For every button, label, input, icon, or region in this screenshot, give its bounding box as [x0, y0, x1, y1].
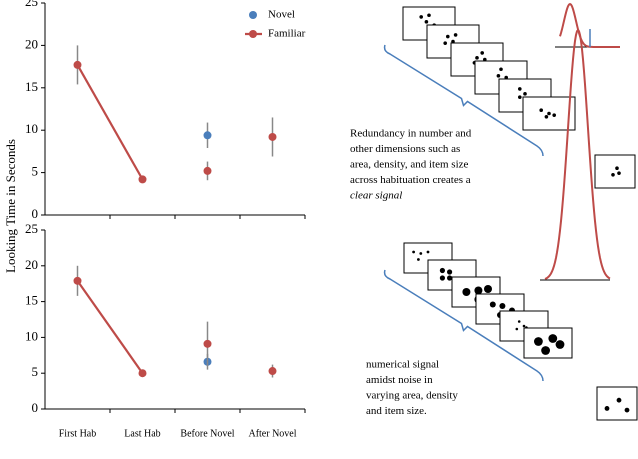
caption-line: area, density, and item size	[350, 159, 469, 171]
x-tick-label: First Hab	[59, 428, 97, 439]
stimulus-dot	[475, 56, 479, 60]
stimulus-dot	[616, 397, 622, 403]
stimulus-dot	[624, 407, 630, 413]
stimulus-dot	[547, 111, 551, 116]
stimulus-dot	[424, 20, 429, 24]
stimulus-dot	[446, 34, 450, 39]
y-tick-label: 20	[25, 257, 38, 272]
test-card	[596, 386, 638, 421]
y-tick-label: 15	[25, 79, 38, 94]
data-point	[203, 131, 212, 140]
stimulus-dot	[523, 92, 527, 96]
stimulus-dot	[489, 301, 496, 308]
data-point	[138, 369, 147, 378]
stimulus-dot	[453, 33, 458, 37]
data-point	[73, 276, 82, 285]
stimulus-dot	[518, 95, 522, 99]
stimulus-dot	[447, 275, 453, 281]
stimulus-dot	[534, 337, 543, 346]
y-tick-label: 25	[25, 0, 38, 9]
y-tick-label: 25	[25, 221, 38, 236]
y-tick-label: 0	[32, 206, 39, 221]
caption-line: other dimensions such as	[350, 143, 460, 155]
stimulus-dot	[439, 267, 445, 274]
y-tick-label: 5	[32, 164, 39, 179]
legend-marker	[249, 30, 257, 38]
stimulus-dot	[541, 346, 550, 355]
caption: numerical signal amidst noise in varying a…	[366, 359, 458, 418]
data-point	[268, 367, 277, 376]
stimulus-dot	[417, 258, 420, 261]
stimulus-dot	[483, 57, 487, 62]
y-tick-label: 20	[25, 36, 38, 51]
data-point	[203, 339, 212, 348]
series-line	[76, 64, 144, 180]
x-tick-label: Last Hab	[124, 428, 160, 439]
stimulus-dot	[412, 250, 415, 254]
y-tick-label: 10	[25, 121, 38, 136]
stimulus-dot	[462, 288, 471, 296]
stimulus-dot	[480, 51, 485, 55]
bracket	[383, 269, 544, 382]
stimulus-dot	[515, 327, 519, 331]
y-tick-label: 15	[25, 293, 38, 308]
stimulus-dot	[617, 171, 621, 175]
diagrams: Redundancy in number and other dimensions…	[350, 2, 638, 421]
stimulus-dot	[539, 108, 543, 112]
distribution-curve	[544, 28, 611, 280]
y-tick-label: 10	[25, 328, 38, 343]
stimulus-dot	[496, 74, 501, 78]
y-tick-label: 0	[32, 400, 39, 415]
stimulus-dot	[504, 75, 509, 80]
caption-line: and item size.	[366, 405, 427, 417]
stimulus-dot	[517, 320, 521, 323]
data-point	[138, 175, 147, 184]
legend-label: Familiar	[268, 28, 306, 40]
series-line	[76, 280, 144, 374]
x-tick-label: After Novel	[248, 428, 296, 439]
stimulus-dot	[615, 166, 619, 170]
caption-line: varying area, density	[366, 390, 458, 402]
caption-line: amidst noise in	[366, 374, 433, 386]
caption-line: across habituation creates a	[350, 174, 471, 186]
bracket	[383, 44, 544, 157]
caption-line: clear signal	[350, 190, 402, 202]
test-card	[594, 154, 636, 189]
stimulus-dot	[544, 115, 549, 119]
caption: Redundancy in number and other dimensions…	[350, 128, 472, 202]
legend-marker	[249, 11, 257, 19]
data-point	[73, 60, 82, 69]
y-axis-label: Looking Time in Seconds	[3, 139, 18, 273]
stimulus-dot	[548, 334, 558, 343]
x-tick-label: Before Novel	[180, 428, 234, 439]
stimulus-dot	[484, 285, 492, 293]
y-tick-label: 5	[32, 364, 39, 379]
stimulus-dot	[419, 252, 423, 255]
stimulus-dot	[518, 87, 522, 91]
stimulus-dot	[474, 286, 483, 295]
stimulus-dot	[552, 113, 556, 117]
stimulus-dot	[611, 173, 615, 177]
stimulus-dot	[499, 67, 503, 72]
stimulus-dot	[439, 275, 445, 281]
legend-label: Novel	[268, 9, 295, 21]
caption-line: Redundancy in number and	[350, 128, 472, 140]
stimulus-dot	[443, 41, 448, 45]
stimulus-dot	[426, 250, 430, 254]
caption-line: numerical signal	[366, 359, 439, 371]
stimulus-dot	[419, 15, 424, 19]
stimulus-dot	[522, 324, 526, 328]
stimulus-dot	[604, 406, 610, 411]
stimulus-dot	[499, 303, 506, 309]
stimulus-dot	[447, 269, 453, 275]
stimulus-dot	[427, 13, 431, 18]
data-point	[268, 132, 277, 141]
stimulus-dot	[451, 39, 455, 44]
stimulus-dot	[555, 340, 565, 349]
data-point	[203, 166, 212, 175]
